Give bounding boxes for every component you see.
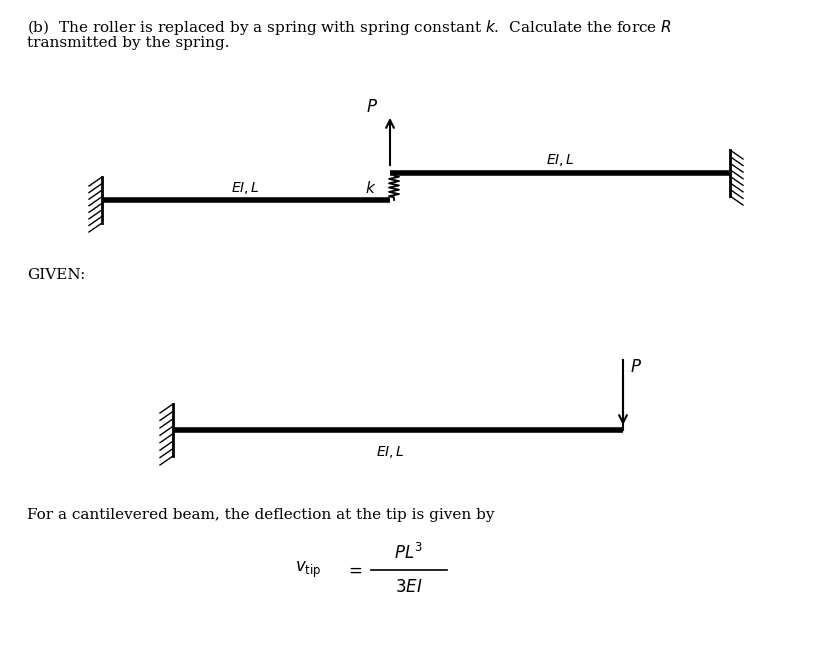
Text: $EI, L$: $EI, L$ bbox=[375, 444, 404, 460]
Text: $v_\mathrm{tip}$: $v_\mathrm{tip}$ bbox=[295, 560, 321, 580]
Text: $PL^3$: $PL^3$ bbox=[394, 543, 424, 563]
Text: $k$: $k$ bbox=[365, 180, 376, 196]
Text: $EI, L$: $EI, L$ bbox=[546, 152, 574, 168]
Text: $3EI$: $3EI$ bbox=[395, 578, 423, 595]
Text: For a cantilevered beam, the deflection at the tip is given by: For a cantilevered beam, the deflection … bbox=[27, 508, 495, 522]
Text: GIVEN:: GIVEN: bbox=[27, 268, 85, 282]
Text: $P$: $P$ bbox=[366, 100, 378, 117]
Text: $P$: $P$ bbox=[630, 360, 642, 377]
Text: transmitted by the spring.: transmitted by the spring. bbox=[27, 36, 230, 50]
Text: $EI, L$: $EI, L$ bbox=[231, 180, 259, 196]
Text: (b)  The roller is replaced by a spring with spring constant $k$.  Calculate the: (b) The roller is replaced by a spring w… bbox=[27, 18, 672, 37]
Text: $=$: $=$ bbox=[345, 561, 362, 578]
